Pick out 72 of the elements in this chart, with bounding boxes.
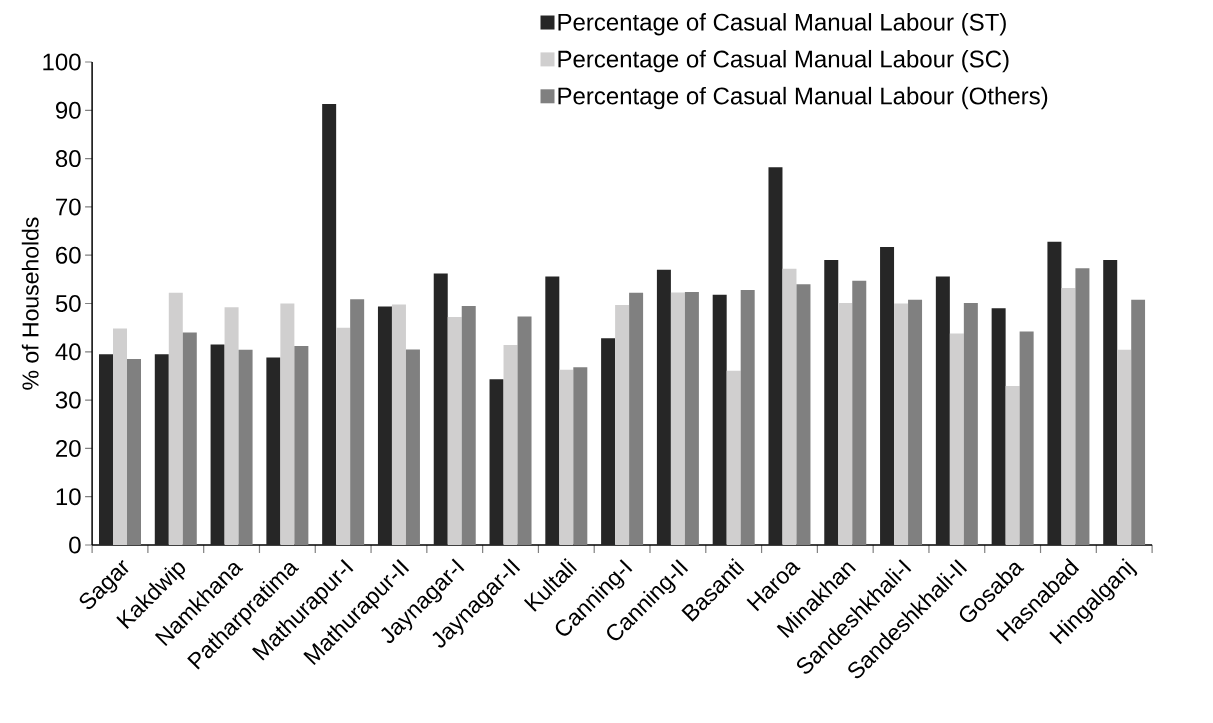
- bar: [545, 276, 560, 545]
- bar: [963, 303, 978, 545]
- bar: [503, 345, 518, 545]
- bar: [1131, 299, 1146, 545]
- bar: [127, 359, 141, 545]
- y-tick-label: 20: [56, 439, 81, 457]
- bar: [461, 305, 476, 545]
- bar: [336, 327, 351, 545]
- bar: [656, 269, 671, 545]
- bar: [294, 346, 309, 545]
- bar: [113, 328, 127, 545]
- y-tick-label: 0: [69, 536, 81, 554]
- y-tick-label: 60: [56, 246, 81, 264]
- bar: [1061, 288, 1076, 545]
- bar: [489, 379, 504, 545]
- bar: [894, 303, 909, 545]
- bar: [629, 292, 644, 545]
- bar: [712, 294, 727, 545]
- bar: [615, 304, 630, 545]
- bar: [99, 354, 113, 545]
- bar: [1117, 349, 1132, 545]
- bar: [838, 303, 853, 545]
- bar: [447, 317, 462, 545]
- bar: [1103, 260, 1118, 545]
- y-tick-label: 70: [56, 198, 81, 216]
- bar: [796, 284, 811, 545]
- bar: [224, 307, 239, 545]
- y-tick-label: 10: [56, 488, 81, 506]
- bar: [280, 303, 295, 545]
- bar: [377, 306, 392, 545]
- bar: [154, 354, 169, 545]
- bar: [670, 292, 685, 545]
- bar: [935, 276, 950, 545]
- bar: [782, 268, 797, 545]
- y-tick-label: 50: [55, 295, 81, 312]
- legend-label: Percentage of Casual Manual Labour (SC): [558, 49, 1009, 73]
- bar: [1047, 241, 1062, 545]
- bar: [684, 291, 699, 545]
- legend-label: Percentage of Casual Manual Labour (Others): [558, 86, 1048, 110]
- bar: [1005, 386, 1020, 545]
- bar: [768, 167, 783, 545]
- bar: [573, 367, 588, 545]
- bar: [880, 246, 895, 545]
- bar: [210, 344, 225, 545]
- bar: [322, 104, 337, 545]
- y-tick-label: 30: [55, 391, 81, 409]
- bar: [391, 304, 406, 545]
- bar: [168, 292, 183, 545]
- bar: [908, 299, 923, 545]
- bar: [949, 333, 964, 545]
- bar: [601, 338, 616, 545]
- y-tick-label: 100: [43, 53, 81, 71]
- bar: [517, 316, 532, 545]
- legend-label: Percentage of Casual Manual Labour (ST): [558, 13, 1006, 36]
- bar: [405, 349, 420, 545]
- bar: [1019, 331, 1034, 545]
- y-tick-label: 80: [55, 150, 81, 168]
- bar: [726, 370, 741, 545]
- bar: [238, 349, 253, 545]
- bar: [266, 357, 281, 545]
- bar: [740, 289, 755, 545]
- bar: [559, 369, 574, 545]
- bar: [824, 260, 839, 545]
- bar: [1075, 268, 1090, 545]
- bar: [852, 280, 867, 545]
- bar: [182, 332, 197, 545]
- bar: [991, 308, 1006, 545]
- bar: [350, 299, 365, 545]
- y-tick-label: 90: [56, 101, 81, 119]
- bar: [433, 273, 448, 545]
- y-tick-label: 40: [55, 343, 81, 361]
- y-axis-title: % of Households: [21, 217, 39, 390]
